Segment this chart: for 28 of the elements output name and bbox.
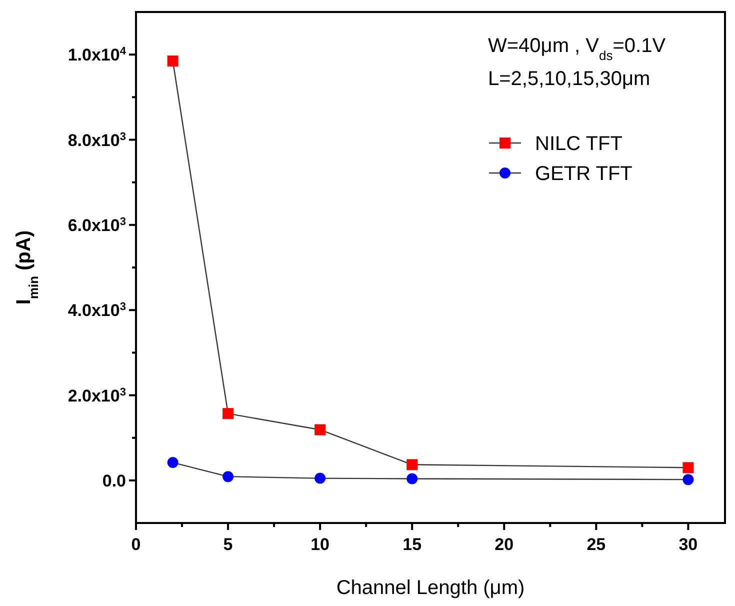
x-tick-label: 30 bbox=[678, 535, 698, 554]
annotation: W=40μm , V$_{ds}$=0.1V bbox=[488, 35, 666, 62]
x-tick-label: 20 bbox=[494, 535, 514, 554]
x-tick-label: 25 bbox=[586, 535, 606, 554]
x-tick-label: 10 bbox=[310, 535, 330, 554]
point bbox=[682, 462, 694, 474]
y-tick-label: 1.0x10$^{4}$ bbox=[68, 46, 127, 65]
y-tick-label: 6.0x10$^{3}$ bbox=[68, 216, 126, 235]
y-tick-label: 4.0x10$^{3}$ bbox=[68, 301, 126, 320]
point bbox=[222, 471, 234, 482]
x-tick-label: 15 bbox=[402, 535, 422, 554]
point bbox=[167, 55, 178, 66]
legend-label: GETR TFT bbox=[535, 163, 632, 185]
x-axis-title: Channel Length (μm) bbox=[336, 577, 525, 599]
point bbox=[406, 459, 418, 470]
point bbox=[167, 457, 178, 468]
point bbox=[222, 408, 234, 420]
x-tick-label: 5 bbox=[223, 535, 233, 554]
point bbox=[682, 474, 694, 486]
x-tick-label: 0 bbox=[131, 535, 141, 554]
y-tick-label: 8.0x10$^{3}$ bbox=[68, 130, 126, 150]
y-tick-label: 2.0x10$^{3}$ bbox=[68, 386, 126, 406]
point bbox=[314, 472, 326, 484]
annotation: L=2,5,10,15,30μm bbox=[488, 68, 650, 90]
y-tick-label: 0.0 bbox=[102, 471, 126, 490]
point bbox=[314, 424, 326, 436]
legend-label: NILC TFT bbox=[535, 133, 622, 155]
point bbox=[406, 473, 418, 484]
